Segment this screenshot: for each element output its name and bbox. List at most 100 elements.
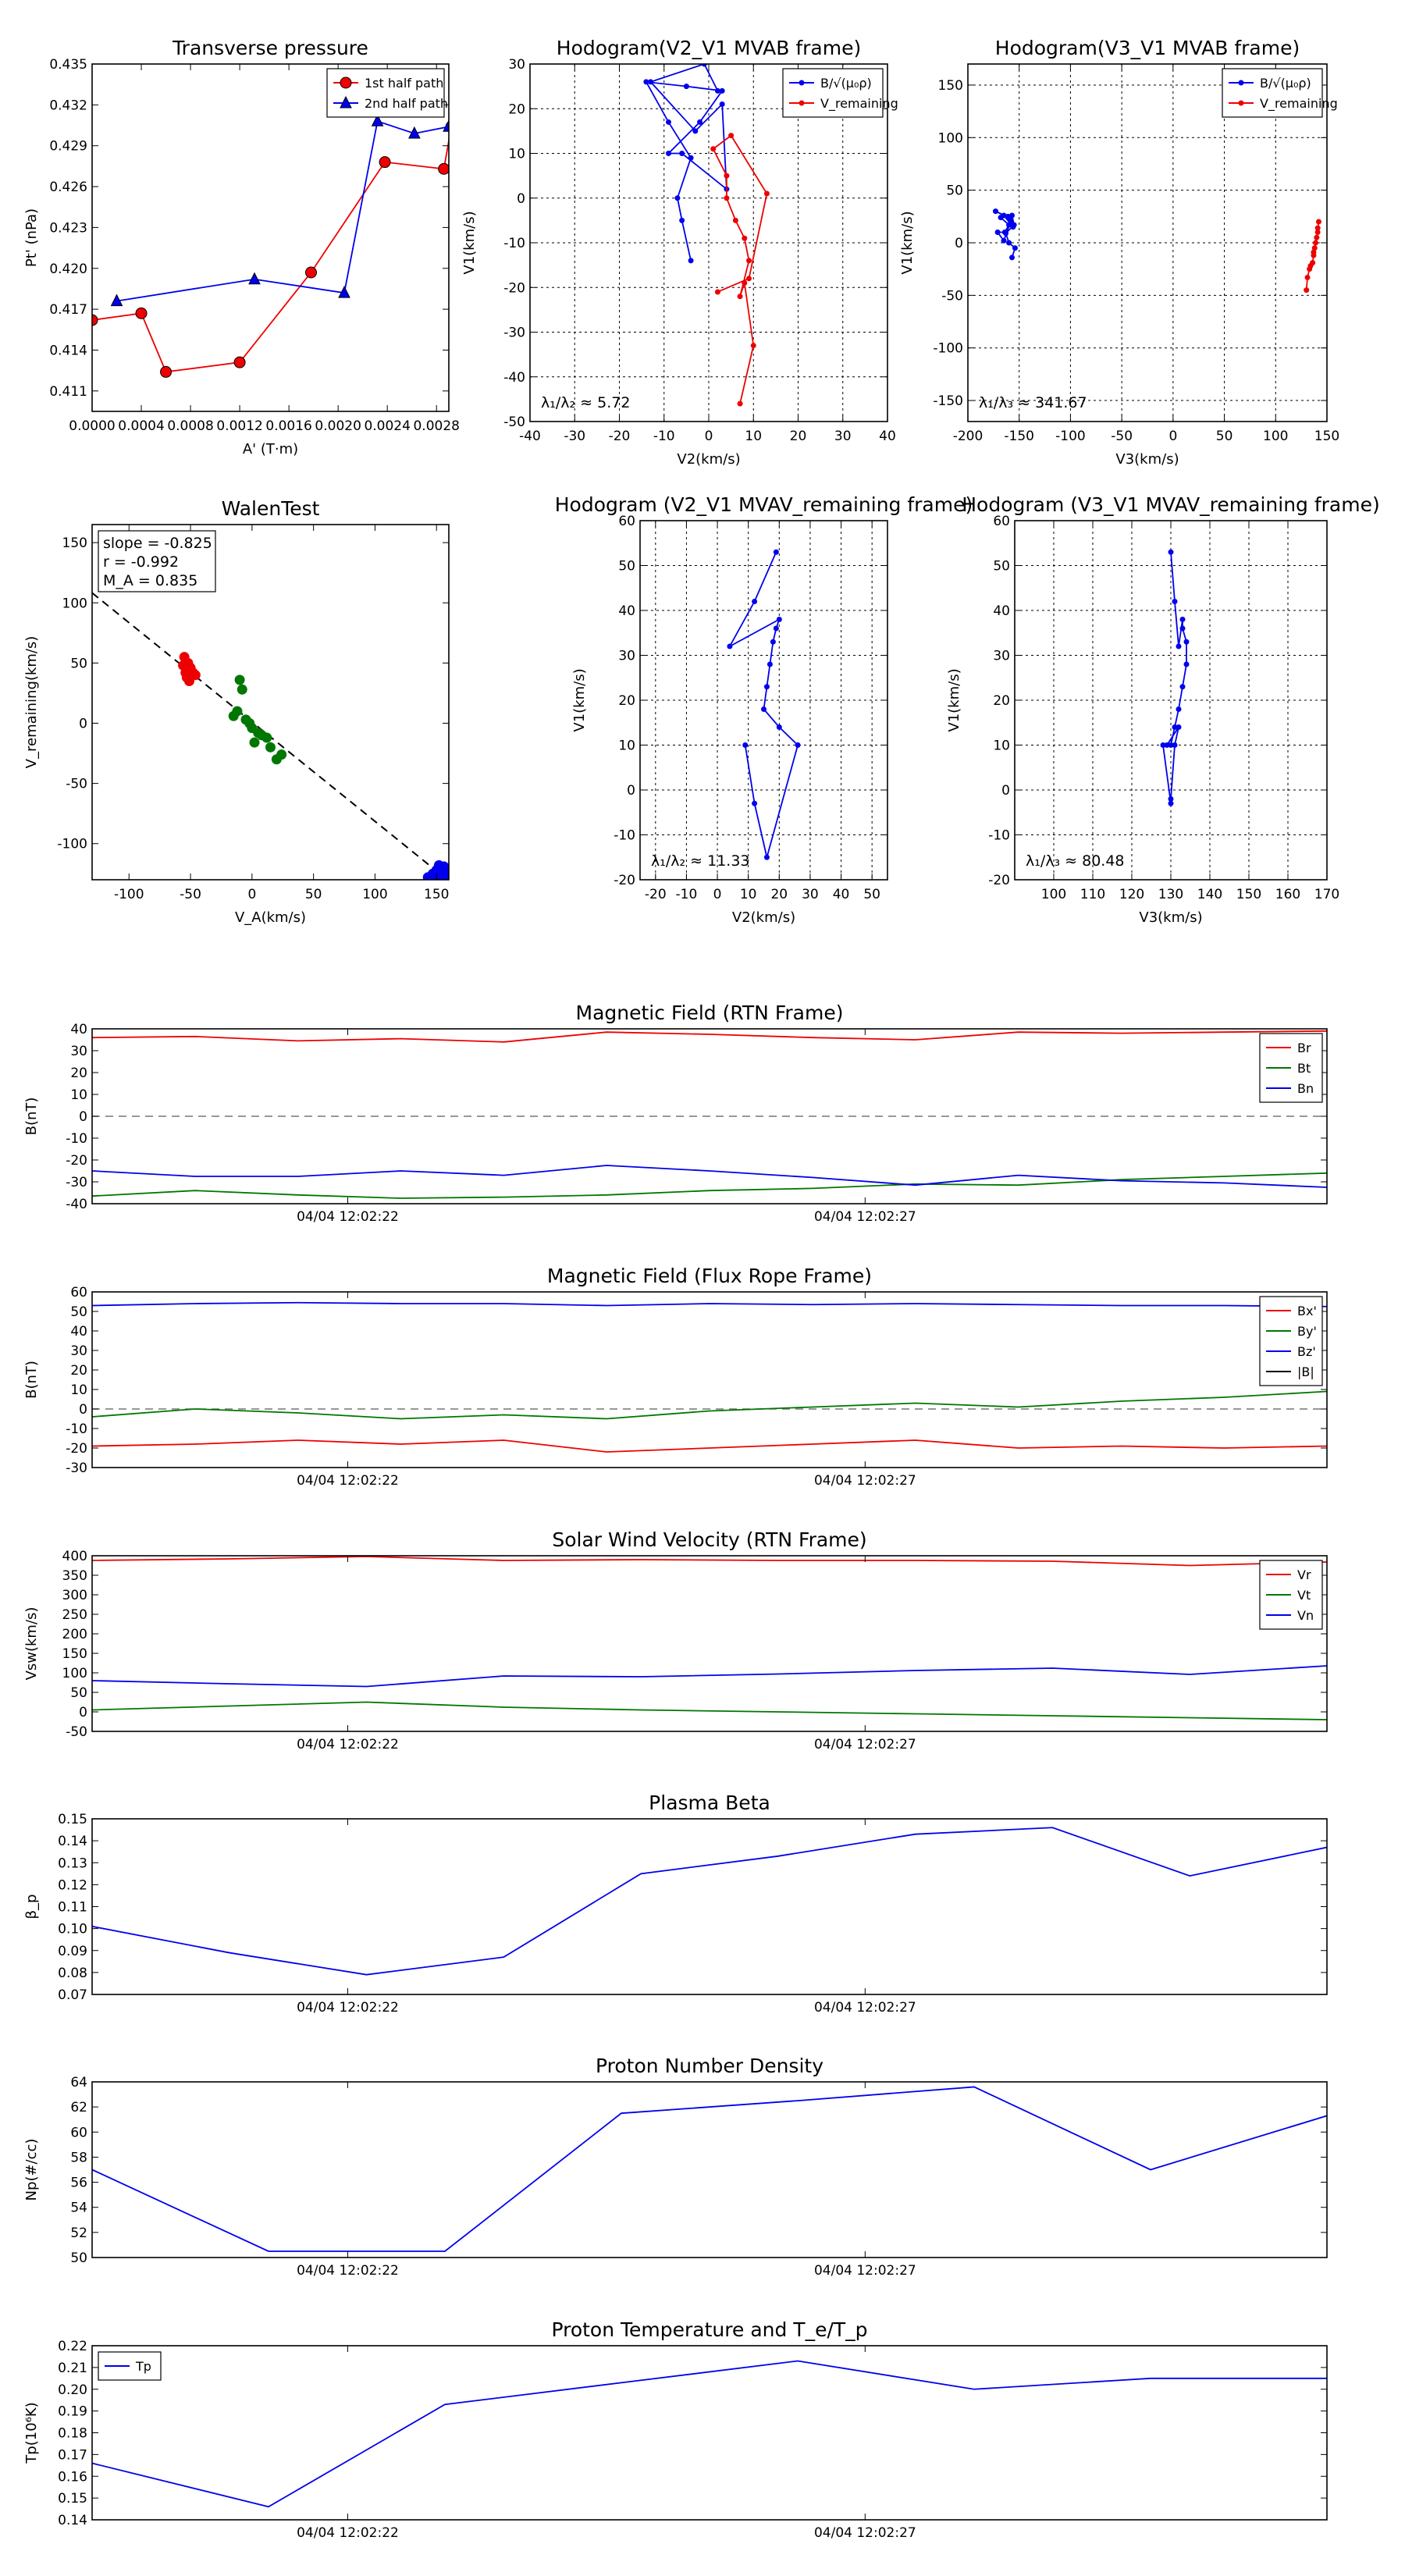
x-tick-label: 0.0008 bbox=[167, 418, 213, 434]
axes-frame bbox=[91, 63, 450, 412]
data-point bbox=[439, 861, 449, 872]
stats-line: M_A = 0.835 bbox=[103, 572, 197, 589]
x-tick-label: -20 bbox=[609, 429, 631, 444]
x-axis-label: V3(km/s) bbox=[1139, 909, 1202, 926]
y-tick-label: 0 bbox=[79, 716, 87, 731]
data-point bbox=[1001, 212, 1007, 219]
chart-title: Proton Temperature and T_e/T_p bbox=[551, 2318, 867, 2341]
y-tick-label: -30 bbox=[66, 1461, 87, 1476]
y-tick-label: 50 bbox=[70, 1304, 87, 1320]
series-line bbox=[116, 120, 449, 302]
chart-bfield_fr: -30 -20 -10 0 10 20 30 40 50 60 04/04 12:02:22 04/0… bbox=[23, 1265, 1328, 1489]
x-tick-label: 140 bbox=[1197, 887, 1222, 902]
y-tick-label: 20 bbox=[508, 101, 525, 117]
x-tick-label: -30 bbox=[564, 429, 585, 444]
data-point bbox=[665, 151, 671, 156]
data-point bbox=[249, 737, 260, 748]
x-tick-label: 40 bbox=[879, 429, 896, 444]
data-point bbox=[763, 854, 770, 860]
x-axis-label: A' (T·m) bbox=[243, 441, 298, 457]
x-tick-label: -40 bbox=[519, 429, 541, 444]
y-tick-label: 0 bbox=[1001, 783, 1010, 799]
y-tick-label: -50 bbox=[941, 288, 963, 304]
legend-label: B/√(μ₀ρ) bbox=[1260, 76, 1311, 91]
axes-frame bbox=[91, 2081, 1328, 2258]
y-tick-label: -10 bbox=[66, 1421, 87, 1437]
series-line bbox=[92, 1665, 1327, 1688]
y-tick-label: 0.423 bbox=[49, 220, 87, 236]
y-tick-label: 40 bbox=[618, 603, 635, 619]
data-point bbox=[1304, 274, 1311, 280]
data-point bbox=[1238, 80, 1244, 86]
y-tick-label: 0 bbox=[955, 236, 963, 251]
x-tick-label: -200 bbox=[953, 429, 984, 444]
x-tick-label: 100 bbox=[1263, 429, 1288, 444]
data-point bbox=[1176, 724, 1182, 730]
legend-label: V_remaining bbox=[820, 96, 898, 112]
y-tick-label: 0.414 bbox=[49, 343, 87, 358]
data-point bbox=[746, 258, 752, 264]
y-tick-label: 300 bbox=[62, 1588, 87, 1603]
data-point bbox=[1168, 549, 1174, 555]
y-tick-label: 0.16 bbox=[58, 2469, 87, 2485]
chart-title: Plasma Beta bbox=[649, 1791, 770, 1814]
y-tick-label: 50 bbox=[618, 559, 635, 575]
data-point bbox=[1012, 245, 1018, 251]
data-point bbox=[305, 266, 318, 279]
y-tick-label: 52 bbox=[70, 2226, 87, 2241]
series-line bbox=[712, 134, 768, 404]
data-point bbox=[1006, 240, 1012, 246]
chart-hodo4: -20 -10 0 10 20 30 40 50 60 100 110 120 130 140 150 160… bbox=[946, 493, 1380, 926]
legend-box bbox=[782, 68, 884, 118]
legend: B/√(μ₀ρ) V_remaining bbox=[782, 68, 898, 118]
legend-label: Bt bbox=[1297, 1061, 1311, 1076]
series-line bbox=[92, 1439, 1327, 1453]
axes-frame bbox=[91, 1555, 1328, 1732]
series-Br bbox=[92, 1030, 1327, 1043]
data-point bbox=[1179, 684, 1186, 690]
x-tick-label: 04/04 12:02:22 bbox=[297, 2000, 399, 2016]
y-tick-label: 20 bbox=[993, 693, 1010, 709]
y-tick-label: 40 bbox=[993, 603, 1010, 619]
x-tick-label: -150 bbox=[1004, 429, 1034, 444]
chart-pt: 0.411 0.414 0.417 0.420 0.423 0.426 0.429 0.432… bbox=[23, 37, 460, 457]
data-point bbox=[799, 100, 805, 106]
plot-area bbox=[643, 64, 770, 407]
x-tick-label: 04/04 12:02:27 bbox=[814, 1209, 916, 1225]
data-point bbox=[1311, 245, 1318, 251]
eigenvalue-ratio-label: λ₁/λ₂ ≈ 11.33 bbox=[651, 852, 750, 870]
legend-item: V_remaining bbox=[789, 96, 898, 112]
legend-box bbox=[1222, 68, 1323, 118]
legend-label: Vt bbox=[1297, 1588, 1311, 1603]
data-point bbox=[692, 128, 699, 134]
series-Bn bbox=[92, 1165, 1327, 1188]
data-point bbox=[776, 617, 782, 622]
series-By' bbox=[92, 1390, 1327, 1420]
stats-line: slope = -0.825 bbox=[103, 535, 212, 552]
data-point bbox=[1001, 229, 1008, 236]
y-axis-label: β_p bbox=[23, 1895, 40, 1920]
data-point bbox=[750, 343, 756, 349]
data-point bbox=[261, 732, 272, 743]
data-point bbox=[643, 79, 649, 85]
series-Tp bbox=[92, 2360, 1327, 2508]
series-beta bbox=[92, 1827, 1327, 1976]
y-tick-label: -20 bbox=[614, 873, 635, 888]
x-tick-label: -100 bbox=[1055, 429, 1086, 444]
data-point bbox=[773, 625, 779, 632]
y-tick-label: -10 bbox=[503, 236, 525, 251]
data-point bbox=[1006, 215, 1012, 221]
y-tick-label: 0.14 bbox=[58, 1834, 87, 1849]
series-1st half path bbox=[92, 121, 449, 378]
y-tick-label: 0.13 bbox=[58, 1856, 87, 1871]
y-tick-label: 0.411 bbox=[49, 384, 87, 400]
data-point bbox=[763, 684, 770, 690]
chart-title: Proton Number Density bbox=[596, 2055, 823, 2077]
plot-area bbox=[92, 1556, 1327, 1720]
data-point bbox=[1179, 617, 1186, 622]
x-tick-label: 0.0028 bbox=[413, 418, 459, 434]
x-tick-label: 160 bbox=[1275, 887, 1300, 902]
y-tick-label: 0.22 bbox=[58, 2339, 87, 2354]
x-tick-label: 20 bbox=[770, 887, 788, 902]
series-line bbox=[92, 1556, 1327, 1567]
